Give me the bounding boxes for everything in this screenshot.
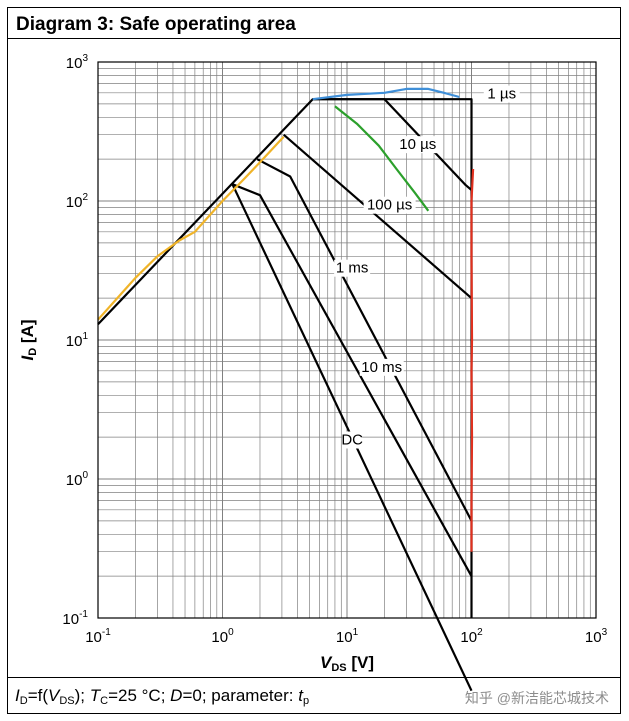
- y-tick-label: 101: [66, 331, 89, 350]
- curve-1-s: [97, 98, 473, 618]
- tick-labels: 10-1 100 101 102 103 10-1 100 101 102 103: [62, 53, 607, 646]
- y-axis-title: ID [A]: [18, 319, 39, 360]
- curve-label-bg: [483, 85, 520, 103]
- curve-measured-low-vds-: [97, 135, 285, 321]
- caption-text: ID=f(VDS); TC=25 °C; D=0; parameter: tp: [15, 686, 310, 707]
- curve-label-bg: [342, 431, 363, 449]
- curve-10-s: [312, 98, 473, 191]
- x-tick-label: 102: [460, 627, 483, 646]
- y-tick-label: 10-1: [62, 609, 88, 628]
- y-tick-label: 103: [66, 53, 89, 72]
- curve-1-ms: [256, 158, 473, 522]
- curve-label: 10 µs: [399, 136, 436, 153]
- grid-lines: [97, 61, 597, 619]
- curve-measured-avalanche-: [470, 168, 475, 552]
- x-axis-title: VDS [V]: [320, 653, 374, 674]
- curve-label: 1 µs: [487, 86, 516, 103]
- plot-area-border: [97, 61, 597, 619]
- y-tick-label: 102: [66, 192, 89, 211]
- figure-header: Diagram 3: Safe operating area: [7, 7, 621, 39]
- figure-title: Diagram 3: Safe operating area: [16, 14, 296, 35]
- curve-label-bg: [334, 259, 371, 277]
- watermark: 知乎 @新洁能芯城技术: [464, 690, 609, 706]
- x-tick-label: 100: [211, 627, 234, 646]
- curve-10-ms: [231, 183, 473, 577]
- x-tick-label: 103: [585, 627, 608, 646]
- figure-caption: ID=f(VDS); TC=25 °C; D=0; parameter: tp …: [7, 677, 621, 714]
- curve-measured-1-s-: [312, 87, 460, 101]
- curve-label: 100 µs: [367, 197, 412, 214]
- curve-measured-100-s-: [334, 105, 430, 212]
- curve-label-bg: [359, 358, 404, 376]
- curve-label-bg: [395, 136, 440, 154]
- curve-label-bg: [363, 196, 416, 214]
- curve-100-s: [282, 133, 473, 300]
- curve-labels: 1 µs 10 µs 100 µs 1 ms 10 ms DC: [334, 85, 520, 449]
- y-tick-label: 100: [66, 470, 89, 489]
- curve-label: DC: [341, 432, 363, 449]
- x-tick-label: 10-1: [85, 627, 111, 646]
- soa-curves: [97, 87, 475, 692]
- curve-label: 10 ms: [361, 359, 402, 376]
- x-tick-label: 101: [336, 627, 359, 646]
- curve-label: 1 ms: [336, 260, 369, 277]
